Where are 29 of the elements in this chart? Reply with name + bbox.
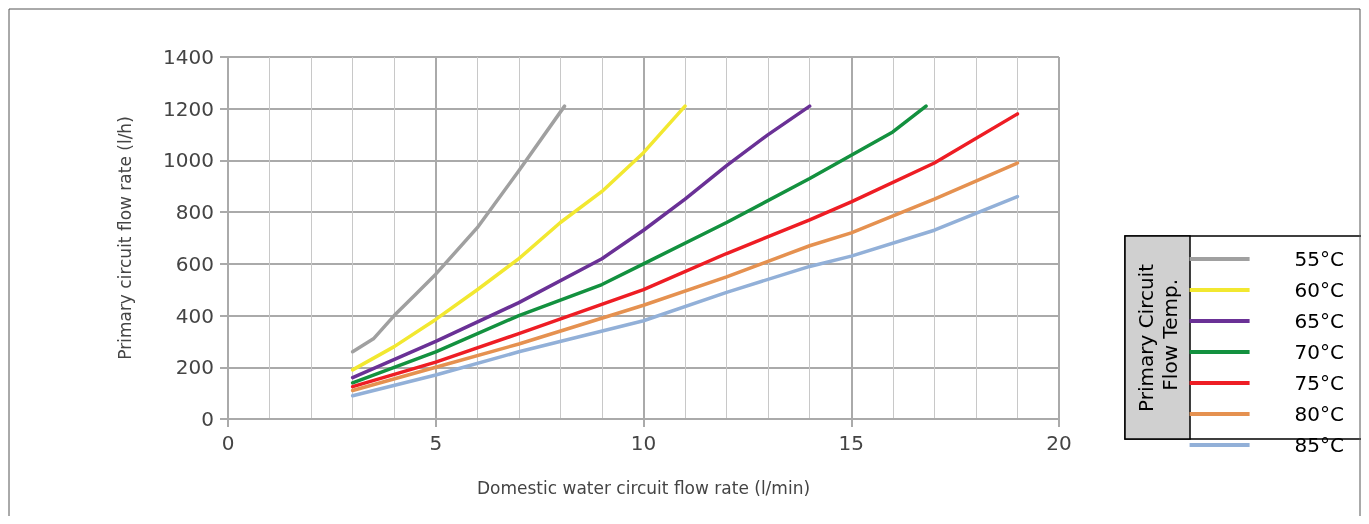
y-tick-label: 1400 — [163, 45, 214, 69]
line-series — [350, 104, 687, 372]
y-tick-label: 1200 — [163, 96, 214, 121]
y-tick-label: 800 — [175, 200, 214, 225]
line-series — [350, 194, 1020, 398]
legend-title: Primary Circuit Flow Temp. — [1134, 263, 1182, 413]
line-series — [350, 112, 1020, 389]
legend-label: 70°C — [1294, 340, 1345, 364]
y-tick-label: 0 — [201, 407, 214, 431]
line-series — [350, 104, 928, 385]
x-tick-label: 20 — [1046, 431, 1072, 455]
x-tick-label: 15 — [838, 431, 864, 455]
x-tick-label: 5 — [429, 431, 443, 455]
x-tick-label: 0 — [221, 431, 235, 455]
x-axis-title: Domestic water circuit flow rate (l/min) — [476, 477, 811, 498]
y-tick-label: 600 — [175, 251, 214, 276]
y-tick-label: 400 — [175, 303, 214, 328]
legend-label: 65°C — [1294, 309, 1345, 333]
y-axis-title: Primary circuit flow rate (l/h) — [114, 116, 135, 360]
legend-label: 55°C — [1294, 247, 1345, 271]
legend-label: 75°C — [1294, 371, 1345, 395]
legend-label: 60°C — [1294, 278, 1345, 302]
legend-label: 80°C — [1294, 402, 1345, 426]
line-series — [350, 161, 1020, 393]
y-tick-label: 1000 — [163, 148, 214, 173]
line-series — [350, 104, 812, 380]
legend-label: 85°C — [1294, 433, 1345, 457]
x-tick-label: 10 — [630, 431, 657, 455]
y-tick-label: 200 — [175, 355, 214, 380]
